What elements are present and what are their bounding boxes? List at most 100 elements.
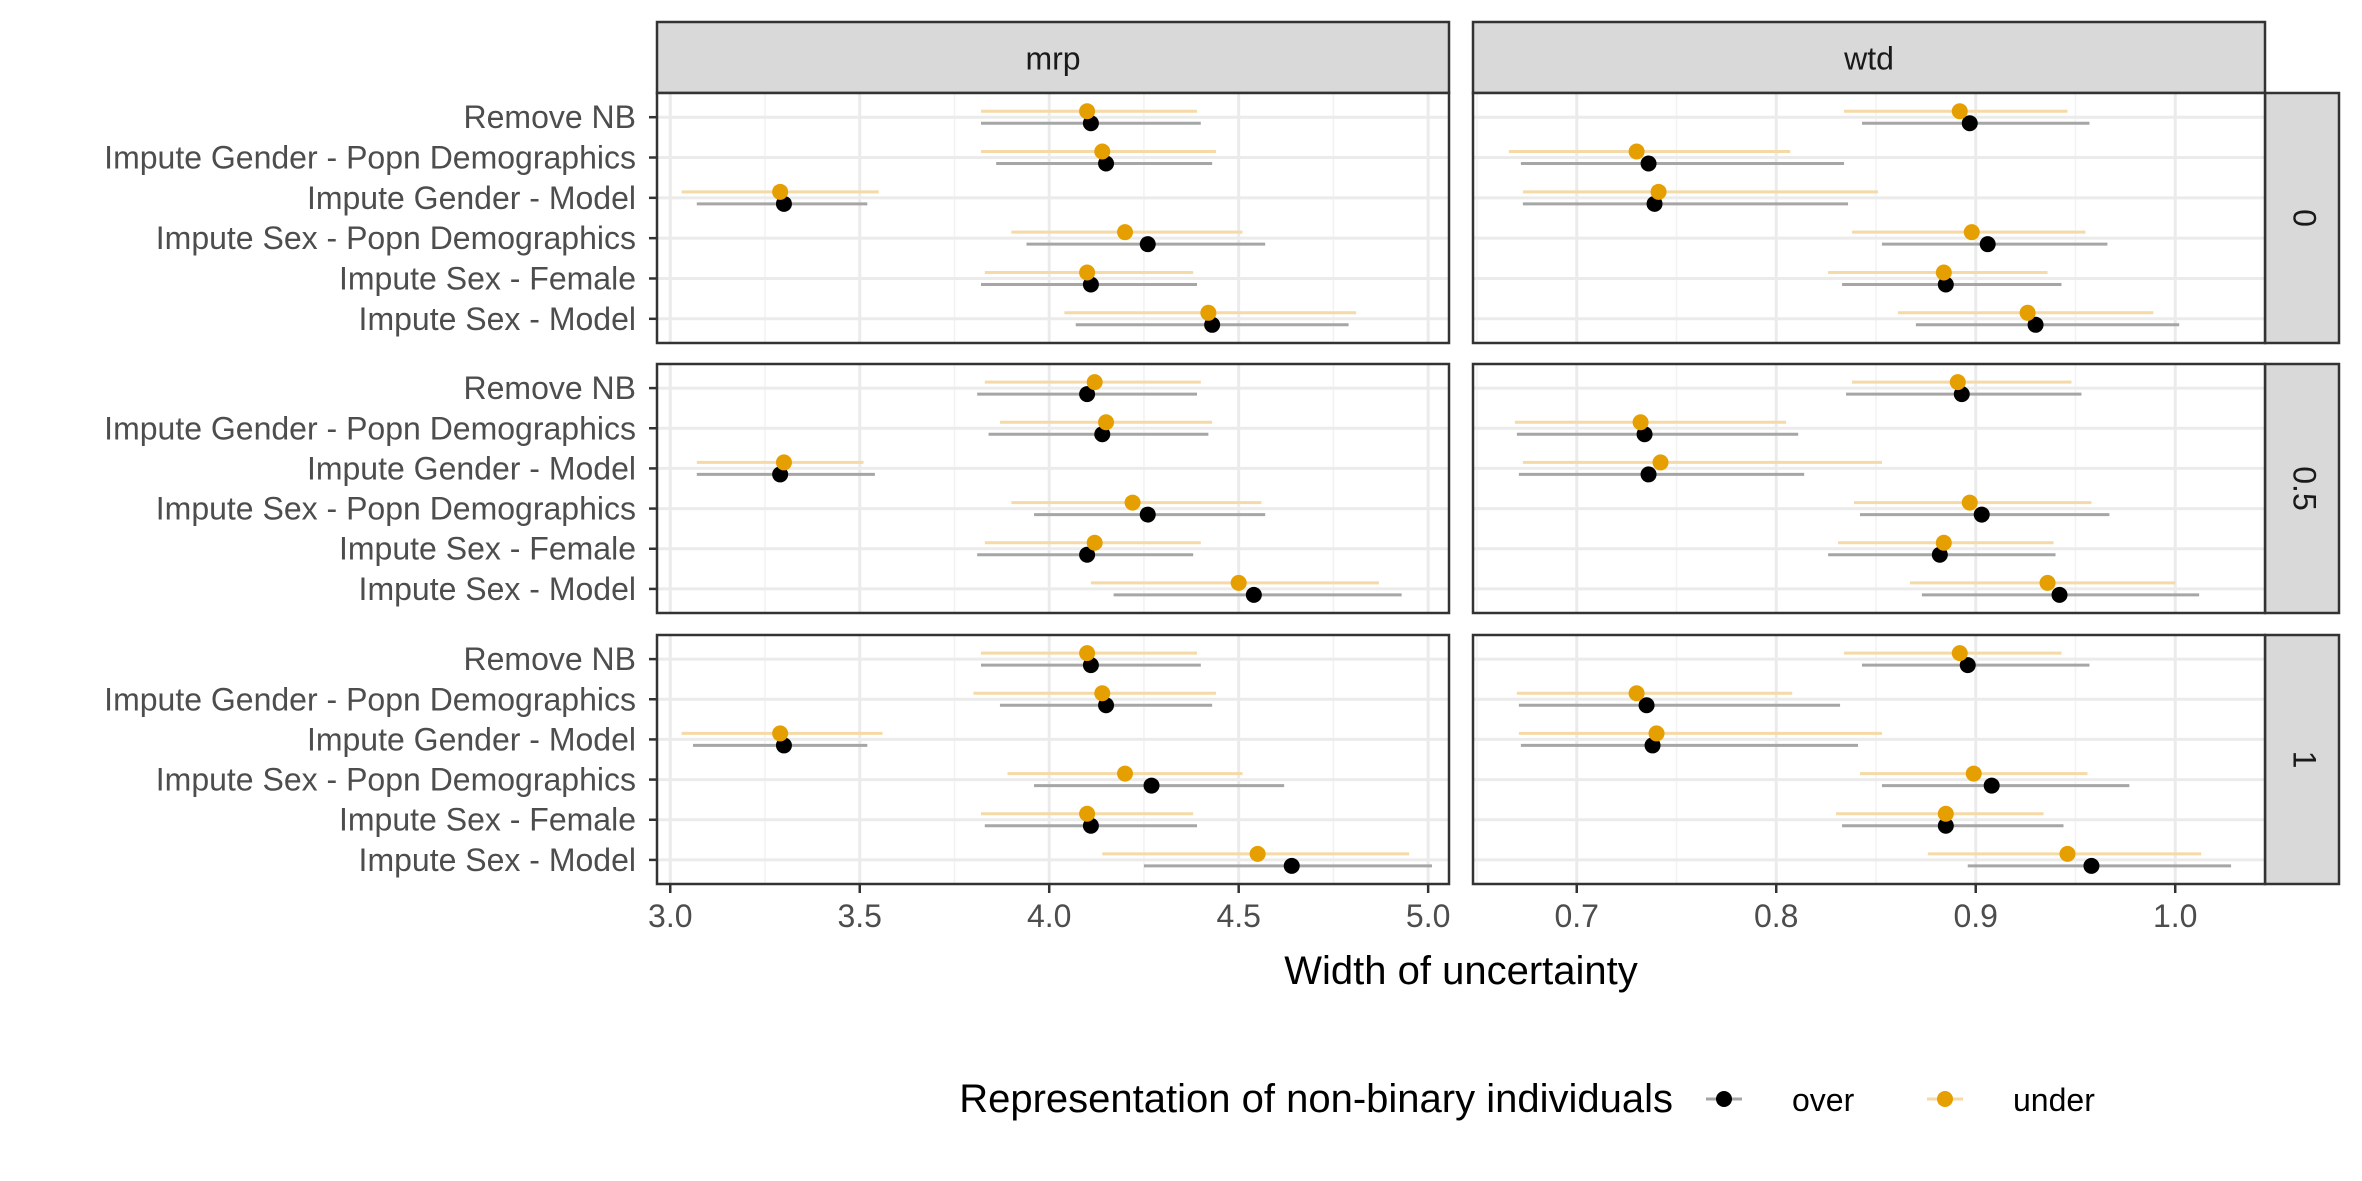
point-under (772, 183, 789, 200)
y-tick-label: Impute Gender - Model (307, 450, 636, 486)
point-over (1931, 546, 1948, 563)
x-tick-label: 0.7 (1554, 898, 1598, 934)
point-under (1937, 805, 1954, 822)
point-under (1094, 143, 1111, 160)
panel-border (655, 362, 1451, 615)
panel-wtd-0.5 (1471, 362, 2267, 615)
point-over (1961, 115, 1978, 132)
panel-border (655, 633, 1451, 886)
y-tick-label: Impute Gender - Popn Demographics (104, 410, 636, 446)
y-tick-label: Impute Sex - Popn Demographics (156, 220, 636, 256)
point-over (2051, 586, 2068, 603)
point-over (1098, 697, 1115, 714)
point-under (2019, 304, 2036, 321)
y-tick-label: Remove NB (464, 370, 637, 406)
x-tick-label: 0.8 (1754, 898, 1798, 934)
x-axis-title: Width of uncertainty (1284, 949, 1638, 993)
panel-background (1473, 93, 2265, 343)
panel-border (1471, 633, 2267, 886)
point-under (1650, 183, 1667, 200)
panel-background (657, 93, 1449, 343)
y-tick-label: Impute Sex - Model (359, 301, 636, 337)
point-over (1283, 857, 1300, 874)
y-tick-label: Impute Sex - Model (359, 842, 636, 878)
y-tick-label: Impute Sex - Popn Demographics (156, 762, 636, 798)
panel-border (1471, 362, 2267, 615)
point-under (1648, 725, 1665, 742)
point-under (1935, 264, 1952, 281)
y-tick-label: Impute Gender - Model (307, 721, 636, 757)
panel-wtd-1 (1471, 633, 2267, 886)
point-under (2039, 574, 2056, 591)
y-tick-label: Impute Sex - Model (359, 571, 636, 607)
point-over (1139, 506, 1156, 523)
panel-background (657, 364, 1449, 613)
point-under (1628, 685, 1645, 702)
point-over (772, 466, 789, 483)
point-over (1937, 817, 1954, 834)
y-tick-label: Impute Gender - Popn Demographics (104, 140, 636, 176)
point-under (775, 454, 792, 471)
point-under (1249, 845, 1266, 862)
row-label-1: 1 (2287, 751, 2323, 769)
point-over (1143, 777, 1160, 794)
point-under (1963, 224, 1980, 241)
facet-label-wtd: wtd (1843, 41, 1894, 77)
y-tick-label: Remove NB (464, 99, 637, 135)
y-tick-label: Impute Sex - Female (339, 802, 636, 838)
point-over (2027, 316, 2044, 333)
y-tick-label: Impute Sex - Female (339, 260, 636, 296)
point-under (2059, 845, 2076, 862)
point-over (1973, 506, 1990, 523)
panel-background (657, 635, 1449, 884)
point-under (1079, 103, 1096, 120)
point-under (1079, 805, 1096, 822)
point-over (775, 195, 792, 212)
point-over (1636, 426, 1653, 443)
legend: Representation of non-binary individuals… (959, 1077, 2095, 1121)
panel-background (1473, 635, 2265, 884)
point-over (1098, 155, 1115, 172)
point-under (1961, 494, 1978, 511)
point-under (1086, 534, 1103, 551)
panel-wtd-0 (1471, 91, 2267, 345)
y-tick-label: Impute Sex - Popn Demographics (156, 491, 636, 527)
point-under (1230, 574, 1247, 591)
point-over (1937, 276, 1954, 293)
point-under (1200, 304, 1217, 321)
panel-background (1473, 364, 2265, 613)
legend-label-over: over (1792, 1082, 1855, 1118)
point-over (1646, 195, 1663, 212)
y-tick-label: Impute Sex - Female (339, 531, 636, 567)
x-tick-label: 1.0 (2153, 898, 2197, 934)
point-over (1204, 316, 1221, 333)
point-over (1082, 817, 1099, 834)
point-under (1951, 645, 1968, 662)
point-over (1959, 657, 1976, 674)
point-over (1644, 737, 1661, 754)
point-under (1079, 645, 1096, 662)
point-over (1983, 777, 2000, 794)
point-under (1124, 494, 1141, 511)
point-under (1117, 765, 1133, 782)
legend-title: Representation of non-binary individuals (959, 1077, 1673, 1121)
point-under (1935, 534, 1952, 551)
point-under (772, 725, 789, 742)
x-tick-label: 0.9 (1953, 898, 1997, 934)
facet-strip-wtd (1471, 20, 2267, 95)
point-over (1082, 657, 1099, 674)
row-label-0: 0 (2287, 209, 2323, 227)
panel-mrp-1 (655, 633, 1451, 886)
point-over (1139, 236, 1156, 253)
point-over (1640, 466, 1657, 483)
point-under (1086, 374, 1103, 391)
row-label-0.5: 0.5 (2287, 466, 2323, 510)
point-under (1098, 414, 1115, 431)
y-tick-label: Remove NB (464, 641, 637, 677)
legend-label-under: under (2013, 1082, 2095, 1118)
point-over (1094, 426, 1111, 443)
y-tick-label: Impute Gender - Model (307, 180, 636, 216)
point-over (1082, 115, 1099, 132)
x-tick-label: 4.0 (1027, 898, 1071, 934)
